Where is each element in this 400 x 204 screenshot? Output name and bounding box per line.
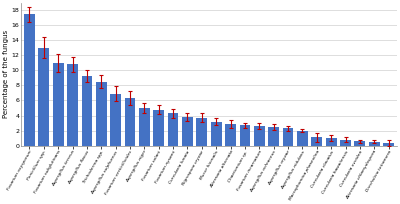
Y-axis label: Percentage of the fungus: Percentage of the fungus <box>3 30 9 118</box>
Bar <box>82 76 92 146</box>
Bar <box>96 82 107 146</box>
Bar <box>211 122 222 146</box>
Bar <box>311 137 322 146</box>
Bar <box>182 117 193 146</box>
Bar <box>369 142 380 146</box>
Bar <box>354 141 365 146</box>
Bar <box>24 14 35 146</box>
Bar <box>340 140 351 146</box>
Bar <box>268 127 279 146</box>
Bar <box>383 143 394 146</box>
Bar <box>125 98 135 146</box>
Bar <box>240 125 250 146</box>
Bar <box>139 108 150 146</box>
Bar <box>67 64 78 146</box>
Bar <box>326 138 336 146</box>
Bar <box>283 128 294 146</box>
Bar <box>254 126 265 146</box>
Bar <box>153 110 164 146</box>
Bar <box>110 94 121 146</box>
Bar <box>53 63 64 146</box>
Bar <box>38 48 49 146</box>
Bar <box>168 113 178 146</box>
Bar <box>297 131 308 146</box>
Bar <box>225 124 236 146</box>
Bar <box>196 118 207 146</box>
